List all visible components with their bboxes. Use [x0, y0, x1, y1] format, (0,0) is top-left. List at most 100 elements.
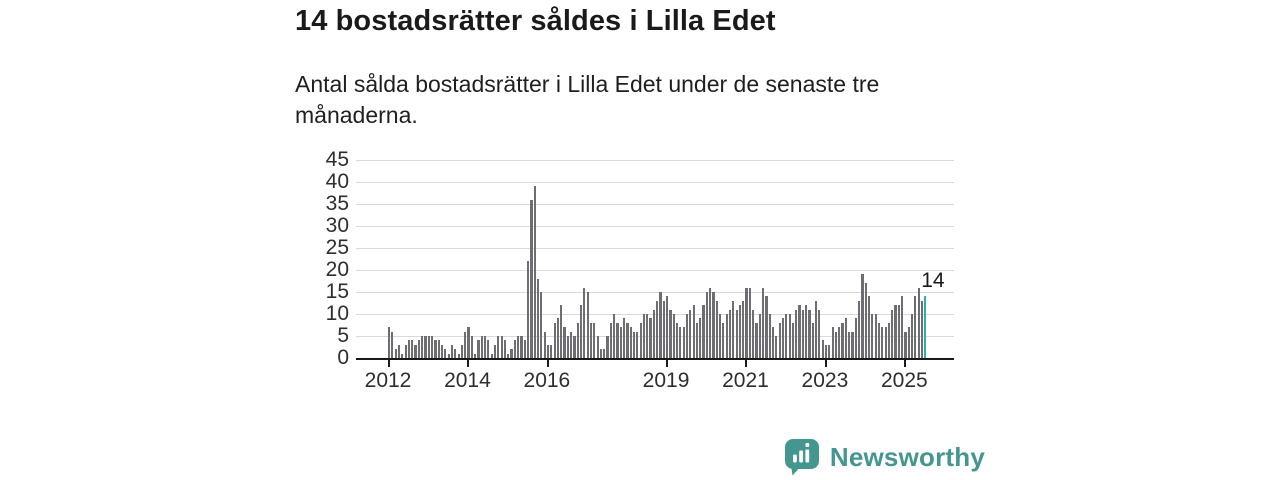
bar: [894, 305, 897, 358]
bar: [712, 292, 715, 358]
bar: [851, 331, 854, 358]
bar: [854, 318, 857, 358]
gridline: [356, 248, 954, 249]
bar: [553, 322, 556, 358]
bar: [844, 318, 847, 358]
bar: [675, 322, 679, 358]
bar: [732, 300, 735, 358]
bar: [689, 309, 692, 358]
bar: [801, 309, 804, 358]
bar: [659, 292, 662, 358]
bar: [417, 340, 420, 358]
gridline: [356, 292, 954, 293]
x-axis-tick: [546, 360, 549, 367]
bar: [728, 309, 732, 358]
bar: [907, 327, 910, 358]
bar: [692, 305, 695, 358]
bar: [507, 353, 510, 358]
y-axis-label: 15: [325, 280, 349, 303]
bar: [649, 318, 652, 358]
bar: [500, 336, 503, 358]
bar: [914, 296, 917, 358]
bar: [788, 314, 791, 358]
bar: [904, 331, 907, 358]
bar: [642, 314, 646, 358]
bar: [725, 314, 728, 358]
bar: [699, 318, 702, 358]
bar: [570, 331, 573, 358]
bar: [672, 314, 675, 358]
bar: [632, 331, 636, 358]
bar: [752, 309, 755, 358]
bar: [431, 336, 434, 358]
bar: [884, 327, 887, 358]
bar: [440, 344, 444, 358]
bar: [427, 336, 430, 358]
bar: [864, 283, 867, 358]
gridline: [356, 314, 954, 315]
bar: [848, 331, 851, 358]
bar: [758, 314, 761, 358]
bar: [748, 287, 751, 358]
bar: [434, 340, 437, 358]
bar: [543, 331, 546, 358]
bar: [881, 327, 884, 358]
bar: [795, 309, 798, 358]
x-axis-tick: [745, 360, 748, 367]
bar: [771, 327, 775, 358]
bar: [603, 349, 606, 358]
x-axis-label: 2021: [722, 369, 769, 392]
y-axis-label: 25: [325, 236, 349, 259]
x-axis-label: 2023: [801, 369, 849, 392]
bar: [517, 336, 520, 358]
bar: [599, 349, 603, 358]
bar: [414, 344, 417, 358]
x-axis-tick: [904, 360, 907, 367]
bar: [593, 322, 596, 358]
latest-value-annotation: 14: [921, 269, 945, 293]
bar: [394, 349, 397, 358]
gridline: [356, 182, 954, 183]
bar: [480, 336, 483, 358]
y-axis-label: 30: [325, 214, 349, 237]
bar: [530, 199, 533, 358]
bar: [735, 309, 738, 358]
highlighted-bar-latest: [924, 296, 927, 358]
bar: [901, 296, 904, 358]
bar: [550, 344, 553, 358]
bar: [503, 340, 507, 358]
bar: [589, 322, 593, 358]
bar: [861, 274, 864, 358]
bar: [745, 287, 748, 358]
bar: [791, 322, 794, 358]
bar: [666, 296, 669, 358]
bar: [407, 340, 411, 358]
bar: [778, 322, 781, 358]
gridline: [356, 226, 954, 227]
bar: [709, 287, 712, 358]
bar: [397, 344, 401, 358]
bar: [616, 322, 619, 358]
bar: [483, 336, 487, 358]
bar: [629, 327, 632, 358]
gridline: [356, 336, 954, 337]
bar: [619, 327, 622, 358]
bar: [702, 305, 705, 358]
bar: [841, 322, 844, 358]
gridline: [356, 204, 954, 205]
bar: [566, 336, 569, 358]
bar: [682, 327, 685, 358]
bar: [722, 322, 725, 358]
bar: [679, 327, 682, 358]
x-axis-label: 2014: [444, 369, 491, 392]
bar: [586, 292, 589, 358]
content-column: 14 bostadsrätter såldes i Lilla Edet Ant…: [295, 0, 985, 392]
bar: [639, 322, 642, 358]
bar: [510, 349, 513, 358]
bar: [811, 322, 814, 358]
bar: [646, 314, 649, 358]
chart-subtitle: Antal sålda bostadsrätter i Lilla Edet u…: [295, 71, 880, 128]
x-axis-label: 2019: [642, 369, 690, 392]
bar: [877, 322, 881, 358]
bar: [460, 344, 463, 358]
